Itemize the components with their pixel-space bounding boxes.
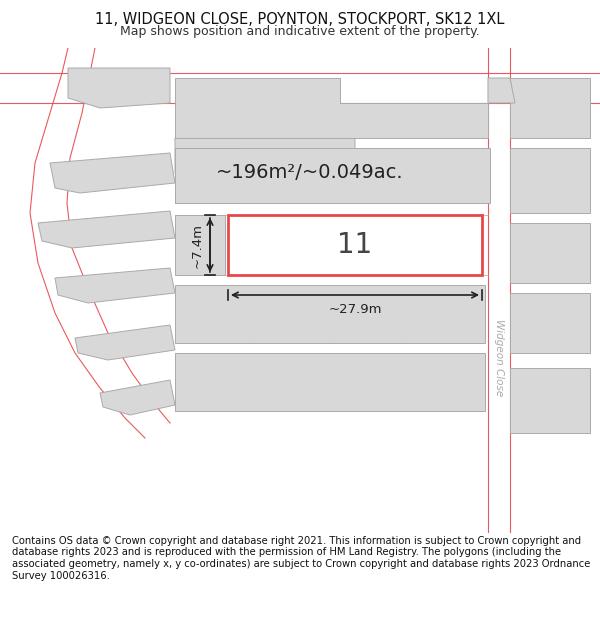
Bar — [175, 148, 490, 203]
Bar — [175, 215, 225, 275]
Bar — [228, 215, 482, 275]
Text: Widgeon Close: Widgeon Close — [494, 319, 504, 397]
Polygon shape — [510, 293, 590, 353]
Text: 11, WIDGEON CLOSE, POYNTON, STOCKPORT, SK12 1XL: 11, WIDGEON CLOSE, POYNTON, STOCKPORT, S… — [95, 12, 505, 27]
Polygon shape — [50, 153, 175, 193]
Polygon shape — [510, 78, 590, 138]
Polygon shape — [55, 268, 175, 303]
Text: 11: 11 — [337, 231, 373, 259]
Polygon shape — [175, 138, 355, 178]
Polygon shape — [75, 325, 175, 360]
Polygon shape — [175, 78, 488, 138]
Bar — [175, 353, 485, 411]
Polygon shape — [488, 78, 515, 103]
Text: Contains OS data © Crown copyright and database right 2021. This information is : Contains OS data © Crown copyright and d… — [12, 536, 590, 581]
Polygon shape — [100, 380, 175, 415]
Bar — [175, 285, 485, 343]
Polygon shape — [510, 223, 590, 283]
Polygon shape — [510, 148, 590, 213]
Bar — [175, 148, 240, 203]
Text: ~27.9m: ~27.9m — [328, 303, 382, 316]
Polygon shape — [68, 68, 170, 108]
Text: ~7.4m: ~7.4m — [191, 222, 204, 268]
Polygon shape — [38, 211, 175, 248]
Polygon shape — [510, 368, 590, 433]
Text: ~196m²/~0.049ac.: ~196m²/~0.049ac. — [216, 164, 404, 182]
Text: Map shows position and indicative extent of the property.: Map shows position and indicative extent… — [120, 26, 480, 38]
